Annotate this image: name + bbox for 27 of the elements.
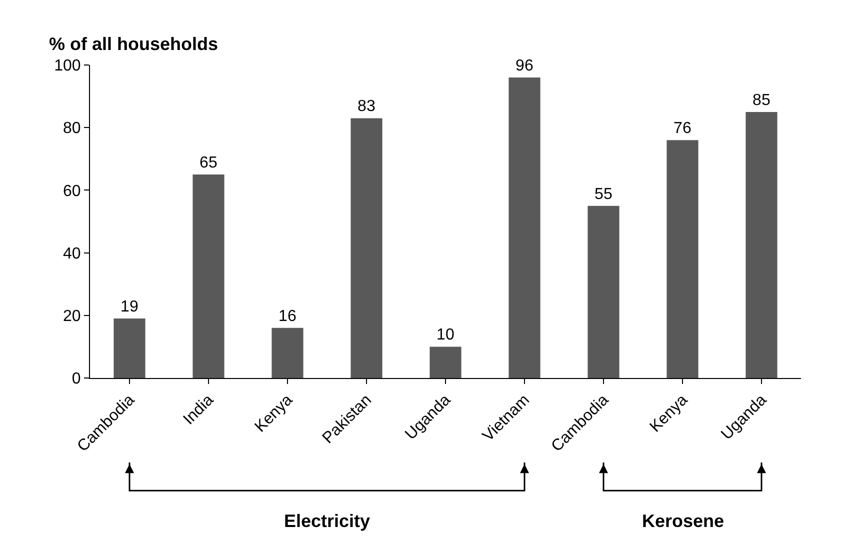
- data-label: 16: [278, 308, 296, 325]
- bar: [508, 78, 540, 378]
- data-label: 19: [120, 298, 138, 316]
- bar: [746, 112, 778, 378]
- bar: [430, 346, 462, 378]
- y-tick-label: 100: [54, 58, 81, 75]
- data-label: 96: [516, 58, 534, 75]
- bar: [272, 328, 304, 378]
- bar: [350, 118, 382, 378]
- data-label: 55: [594, 186, 612, 203]
- data-label: 65: [200, 154, 218, 172]
- y-tick-label: 20: [63, 308, 81, 325]
- bar: [588, 206, 620, 378]
- text: Electricity: [284, 511, 370, 531]
- bar: [114, 318, 146, 378]
- data-label: 83: [358, 98, 376, 116]
- bar: [192, 174, 224, 378]
- y-tick-label: 0: [72, 370, 81, 388]
- bar: [666, 140, 698, 378]
- y-tick-label: 80: [63, 120, 81, 138]
- y-tick-label: 40: [63, 245, 81, 262]
- data-label: 10: [436, 326, 454, 344]
- y-tick-label: 60: [63, 182, 81, 200]
- chart-title: % of all households: [49, 34, 218, 54]
- data-label: 85: [752, 92, 770, 109]
- text: Kerosene: [642, 511, 724, 531]
- data-label: 76: [674, 120, 692, 138]
